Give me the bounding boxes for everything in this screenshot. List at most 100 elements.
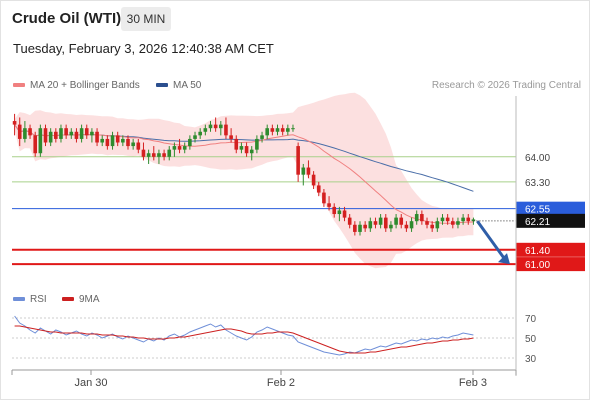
candle-body xyxy=(414,214,419,222)
9ma-label: 9MA xyxy=(79,294,100,305)
candle-body xyxy=(167,149,172,157)
legend-ma20: MA 20 + Bollinger Bands xyxy=(13,80,140,91)
candle-body xyxy=(224,124,228,136)
candle-body xyxy=(239,146,244,150)
candle-body xyxy=(12,121,17,125)
candle-body xyxy=(121,138,125,143)
candle-body xyxy=(105,138,110,147)
candle-body xyxy=(450,221,455,225)
candle-body xyxy=(409,221,414,229)
research-credit: Research © 2026 Trading Central xyxy=(431,80,581,91)
timestamp: Tuesday, February 3, 2026 12:40:38 AM CE… xyxy=(13,41,274,56)
bollinger-fill xyxy=(14,92,474,269)
candle-body xyxy=(373,221,378,225)
candle-body xyxy=(275,128,280,132)
candle-body xyxy=(162,153,166,157)
rsi-series-9MA xyxy=(14,325,474,354)
instrument-title: Crude Oil (WTI) xyxy=(12,10,122,27)
candle-body xyxy=(38,128,43,154)
rsi-swatch xyxy=(13,297,25,302)
ma20-label: MA 20 + Bollinger Bands xyxy=(30,80,140,91)
candle-body xyxy=(126,138,130,147)
rsi-panel: 30 50 70 xyxy=(12,314,537,365)
candle-body xyxy=(17,124,22,139)
rsi-tick-50: 50 xyxy=(525,334,537,345)
candle-body xyxy=(141,149,146,157)
ma20-swatch xyxy=(13,83,25,88)
candle-body xyxy=(347,217,352,225)
candle-body xyxy=(74,131,79,139)
candle-body xyxy=(471,219,476,222)
candle-body xyxy=(363,224,367,229)
level-badge-text-61.00: 61.00 xyxy=(525,260,550,271)
rsi-tick-70: 70 xyxy=(525,314,537,325)
candle-body xyxy=(136,142,141,150)
level-badge-61.40 xyxy=(516,242,585,257)
level-badge-text-61.40: 61.40 xyxy=(525,246,550,257)
level-badge-61.00 xyxy=(516,257,585,272)
candle-body xyxy=(399,217,404,225)
candle-body xyxy=(456,221,460,225)
candle-body xyxy=(95,131,99,143)
candle-body xyxy=(203,128,208,132)
candle-body xyxy=(311,174,316,186)
candle-body xyxy=(213,124,218,129)
candle-body xyxy=(157,153,161,157)
candle-body xyxy=(342,210,347,218)
candle-body xyxy=(255,138,259,150)
candle-body xyxy=(151,153,156,157)
candle-body xyxy=(368,221,373,229)
last-price-text: 62.21 xyxy=(525,217,550,228)
last-price: 62.21 xyxy=(473,213,585,228)
candle-body xyxy=(301,167,306,175)
candle-body xyxy=(79,128,84,139)
candle-body xyxy=(430,224,434,229)
legend-rsi: RSI xyxy=(13,294,47,305)
candle-body xyxy=(131,142,135,147)
candle-body xyxy=(280,128,285,132)
candle-body xyxy=(146,153,151,157)
candle-body xyxy=(28,128,32,136)
legend-9ma: 9MA xyxy=(62,294,100,305)
candle-body xyxy=(69,131,74,136)
candle-body xyxy=(244,146,249,154)
candle-body xyxy=(383,217,388,229)
ma50-swatch xyxy=(156,83,168,88)
candle-body xyxy=(425,221,429,225)
candle-body xyxy=(316,185,321,193)
price-levels: 64.00 63.30 62.55 61.40 61.00 xyxy=(12,153,585,272)
candle-body xyxy=(332,206,337,215)
arrow-shaft xyxy=(476,220,506,259)
candle-body xyxy=(394,217,398,225)
x-axis: Jan 30 Feb 2 Feb 3 xyxy=(11,96,517,389)
candle-body xyxy=(218,124,223,129)
level-badge-text-62.55: 62.55 xyxy=(525,205,550,216)
candle-body xyxy=(172,146,177,150)
candle-body xyxy=(84,128,89,136)
candle-body xyxy=(353,224,357,232)
candle-body xyxy=(64,128,68,136)
candle-body xyxy=(389,224,393,229)
level-label-64.00: 64.00 xyxy=(525,153,550,164)
candle-body xyxy=(337,210,342,215)
rsi-series-RSI xyxy=(14,315,474,356)
candle-body xyxy=(90,131,94,136)
candle-body xyxy=(291,128,295,130)
candle-body xyxy=(461,217,465,222)
header: Crude Oil (WTI) 30 MIN xyxy=(0,0,590,38)
candle-body xyxy=(198,131,202,136)
rsi-label: RSI xyxy=(30,294,47,305)
timeframe-badge[interactable]: 30 MIN xyxy=(121,7,171,31)
candle-body xyxy=(440,217,445,222)
candle-body xyxy=(404,224,409,229)
candle-body xyxy=(193,135,197,139)
rsi-tick-30: 30 xyxy=(525,354,537,365)
candle-body xyxy=(54,131,58,139)
level-label-63.30: 63.30 xyxy=(525,178,550,189)
candle-body xyxy=(59,128,63,139)
x-tick-label: Feb 2 xyxy=(267,377,295,389)
candles xyxy=(12,113,476,236)
candle-body xyxy=(177,146,182,150)
candle-body xyxy=(270,128,275,132)
